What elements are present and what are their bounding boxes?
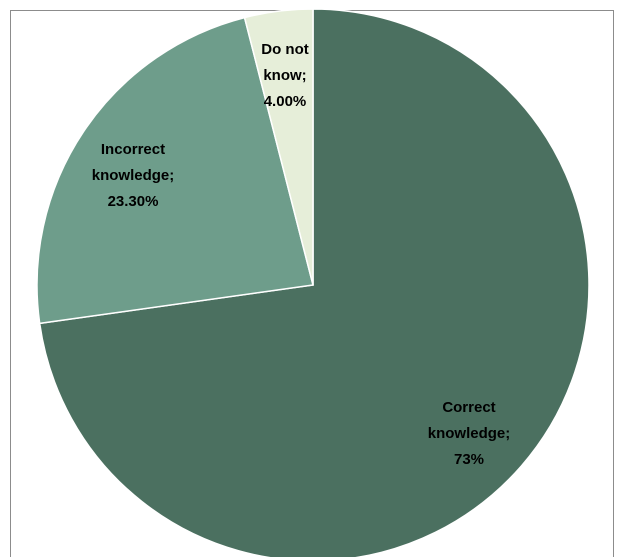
pie-slice-correct-knowledge xyxy=(38,8,590,557)
slice-label-do-not-know: Do not know; 4.00% xyxy=(261,41,308,110)
pie-slice-incorrect-knowledge xyxy=(36,16,314,325)
slice-label-correct-knowledge: Correct knowledge; 73% xyxy=(428,399,511,468)
pie-slices xyxy=(36,8,590,557)
pie-labels: Correct knowledge; 73% Incorrect knowledge; 2… xyxy=(92,41,511,468)
pie-slice-do-not-know xyxy=(243,8,314,286)
slice-label-incorrect-knowledge: Incorrect knowledge; 23.30% xyxy=(92,141,175,210)
